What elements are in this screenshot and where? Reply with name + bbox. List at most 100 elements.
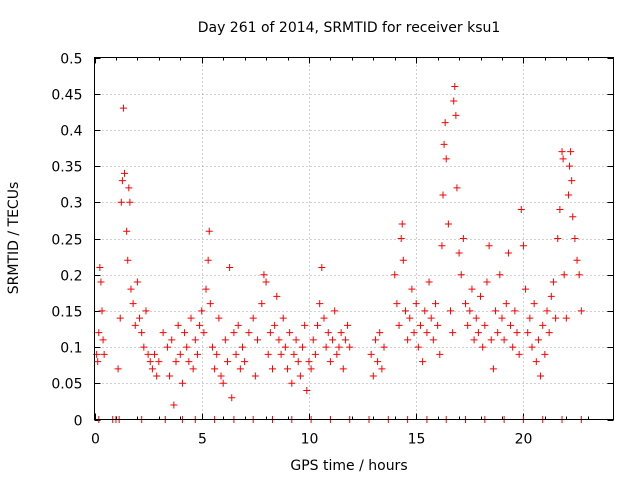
data-point <box>279 314 287 322</box>
x-tick-label: 0 <box>91 432 100 448</box>
data-point <box>318 263 326 271</box>
data-point <box>119 104 127 112</box>
data-point <box>223 358 231 366</box>
y-tick-label: 0.3 <box>60 196 82 212</box>
data-point <box>133 278 141 286</box>
data-point <box>455 249 463 257</box>
data-point <box>97 278 105 286</box>
x-tick-label: 5 <box>198 432 207 448</box>
data-point <box>98 307 106 315</box>
data-point <box>391 271 399 279</box>
data-point <box>502 300 510 308</box>
tick-labels: 0 0.05 0.1 0.15 0.2 0.25 0.3 0.35 0.4 0.45 0.5 0 5 10… <box>51 52 532 448</box>
data-point <box>438 242 446 250</box>
data-point <box>564 191 572 199</box>
data-point <box>573 256 581 264</box>
data-point <box>266 329 274 337</box>
data-point <box>571 235 579 242</box>
data-point <box>371 336 379 344</box>
data-point <box>198 307 206 315</box>
data-point <box>185 358 193 366</box>
data-point <box>202 285 210 293</box>
data-point <box>322 343 330 351</box>
plot-frame <box>94 57 614 420</box>
data-point <box>483 278 491 286</box>
data-point <box>545 329 553 337</box>
data-point <box>144 350 152 358</box>
data-point <box>566 162 574 170</box>
data-point <box>569 213 577 221</box>
data-point <box>241 358 249 366</box>
data-point <box>140 343 148 351</box>
data-point <box>452 111 460 119</box>
data-point <box>200 329 208 337</box>
data-point <box>305 358 313 366</box>
data-point <box>406 314 414 322</box>
data-point <box>397 235 405 242</box>
data-point <box>264 350 272 358</box>
data-point <box>234 321 242 329</box>
data-point <box>213 350 221 358</box>
data-point <box>136 314 144 322</box>
data-point <box>174 321 182 329</box>
data-point <box>183 343 191 351</box>
data-point <box>114 365 122 373</box>
data-point <box>260 271 268 279</box>
data-point <box>431 300 439 308</box>
data-point <box>226 263 234 271</box>
data-point <box>374 358 382 366</box>
data-point <box>326 358 334 366</box>
data-point <box>472 314 480 322</box>
data-point <box>232 350 240 358</box>
data-point <box>496 271 504 279</box>
data-point <box>517 206 525 214</box>
data-point <box>211 365 219 373</box>
data-point <box>166 372 174 380</box>
data-point <box>94 358 102 366</box>
data-point <box>367 350 375 358</box>
data-point <box>556 206 564 214</box>
data-point <box>341 336 349 344</box>
x-tick-label: 20 <box>515 432 533 448</box>
data-point <box>217 372 225 380</box>
data-point <box>451 82 459 90</box>
data-point <box>539 321 547 329</box>
data-point <box>251 372 259 380</box>
data-point <box>421 307 429 315</box>
data-point <box>485 242 493 250</box>
x-axis-label: GPS time / hours <box>290 458 407 474</box>
data-point <box>196 321 204 329</box>
data-point <box>511 307 519 315</box>
data-point <box>228 394 236 402</box>
data-point <box>401 307 409 315</box>
data-point <box>547 292 555 300</box>
data-point <box>380 343 388 351</box>
data-point <box>138 329 146 337</box>
data-point <box>96 263 104 271</box>
data-point <box>99 336 107 344</box>
data-point <box>221 336 229 344</box>
y-tick-label: 0.35 <box>51 160 82 176</box>
data-point <box>492 307 500 315</box>
data-point <box>168 336 176 344</box>
data-point <box>457 271 465 279</box>
data-point <box>125 184 133 192</box>
data-point <box>294 358 302 366</box>
axis-ticks <box>94 57 614 421</box>
data-point <box>118 177 126 185</box>
data-point <box>236 365 244 373</box>
y-tick-label: 0.2 <box>60 269 82 285</box>
data-point <box>541 350 549 358</box>
data-point <box>121 169 129 177</box>
data-point <box>494 329 502 337</box>
data-point <box>335 343 343 351</box>
data-point <box>275 336 283 344</box>
data-point <box>148 365 156 373</box>
data-point <box>219 379 227 387</box>
data-point <box>568 177 576 185</box>
data-point <box>299 343 307 351</box>
y-tick-label: 0.45 <box>51 88 82 104</box>
data-point <box>206 300 214 308</box>
y-tick-label: 0.4 <box>60 124 82 140</box>
